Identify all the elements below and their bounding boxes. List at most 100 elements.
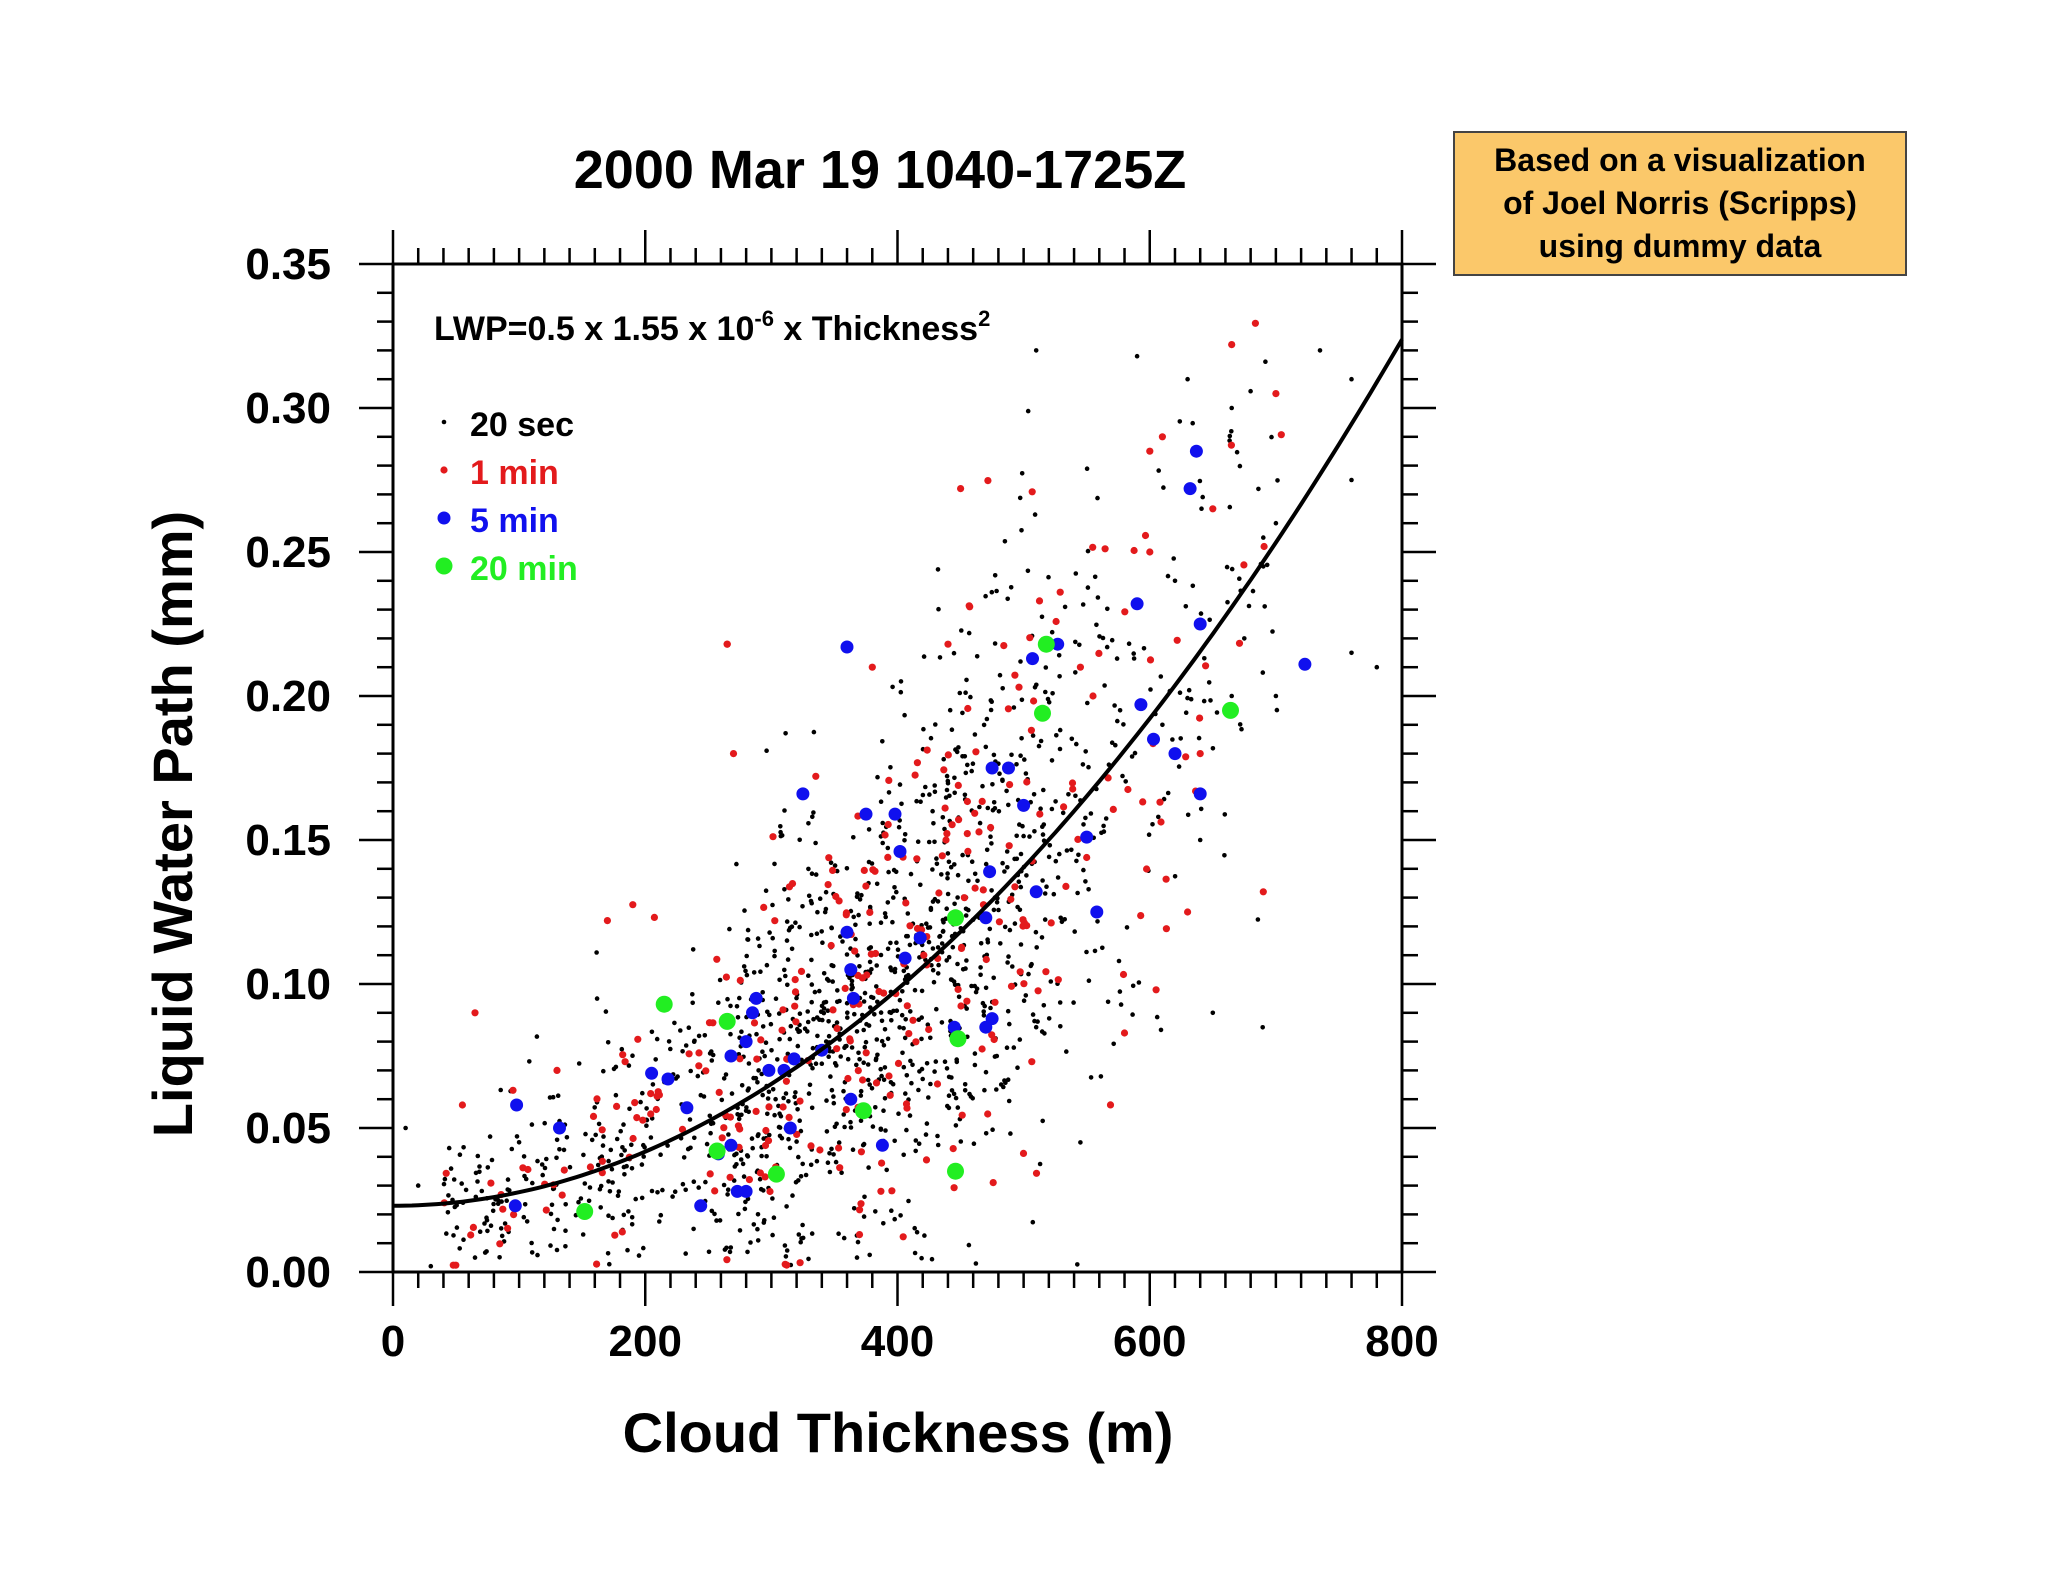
data-point (553, 1121, 566, 1135)
data-point (988, 707, 994, 713)
data-point (681, 1155, 687, 1160)
data-point (806, 1091, 812, 1096)
data-point (578, 1196, 584, 1201)
data-point (749, 991, 763, 1005)
data-point (1196, 735, 1202, 741)
data-point (1017, 907, 1023, 913)
data-point (966, 878, 971, 884)
data-point (943, 916, 949, 921)
data-point (1094, 622, 1099, 628)
data-point (1095, 495, 1100, 501)
data-point (1047, 843, 1053, 848)
data-point (547, 1095, 553, 1100)
data-point (1277, 431, 1285, 439)
data-point (725, 1187, 731, 1192)
data-point (1193, 787, 1207, 801)
data-point (821, 971, 827, 976)
data-point (723, 1256, 731, 1264)
data-point (1101, 545, 1109, 553)
data-point (785, 957, 791, 962)
data-point (1186, 687, 1192, 693)
data-point (817, 988, 822, 994)
data-point (936, 962, 941, 968)
data-point (648, 1135, 654, 1140)
data-point (1056, 588, 1064, 596)
data-point (1010, 964, 1015, 969)
data-point (742, 908, 747, 913)
data-point (1026, 634, 1034, 642)
data-point (890, 684, 895, 690)
data-point (955, 961, 960, 967)
data-point (1019, 528, 1024, 533)
data-point (960, 852, 965, 858)
data-point (1032, 1018, 1037, 1024)
data-point (1084, 466, 1090, 472)
data-point (457, 1246, 463, 1251)
data-point (814, 931, 820, 936)
data-point (820, 940, 825, 945)
data-point (576, 1061, 582, 1066)
data-point (1014, 762, 1019, 767)
data-point (1004, 1045, 1010, 1050)
data-point (1109, 805, 1117, 814)
data-point (880, 840, 885, 846)
data-point (1037, 1161, 1043, 1167)
data-point (920, 951, 928, 959)
data-point (598, 1126, 606, 1134)
data-point (451, 1233, 456, 1238)
data-point (505, 1187, 511, 1192)
data-point (984, 477, 992, 485)
data-point (516, 1140, 522, 1145)
data-point (888, 1187, 896, 1195)
data-point (930, 946, 936, 951)
data-point (567, 1164, 573, 1170)
data-point (734, 861, 739, 867)
data-point (741, 964, 747, 969)
data-point (593, 1260, 601, 1268)
data-point (553, 1066, 561, 1074)
data-point (678, 1125, 687, 1133)
data-point (1121, 608, 1129, 616)
data-point (1027, 834, 1032, 839)
data-point (1198, 611, 1204, 616)
data-point (893, 869, 899, 875)
data-point (923, 1132, 929, 1137)
data-point (621, 1212, 627, 1218)
data-point (979, 1020, 993, 1034)
data-point (1074, 741, 1079, 747)
data-point (551, 1226, 557, 1232)
data-point (1055, 875, 1061, 880)
data-point (739, 1035, 753, 1049)
data-point (823, 999, 829, 1005)
data-point (593, 1132, 598, 1138)
data-point (1019, 736, 1024, 741)
data-point (885, 776, 893, 785)
data-point (954, 781, 962, 790)
data-point (1034, 945, 1039, 950)
data-point (952, 790, 957, 796)
data-point (973, 1261, 979, 1266)
data-point (809, 1231, 815, 1236)
data-point (881, 1108, 886, 1113)
data-point (983, 744, 989, 750)
data-point (1015, 683, 1023, 691)
data-point (881, 1043, 887, 1048)
data-point (686, 1025, 692, 1030)
data-point (521, 1214, 527, 1220)
data-point (764, 1154, 769, 1159)
data-point (949, 1145, 957, 1153)
data-point (946, 859, 952, 865)
data-point (717, 977, 723, 983)
data-point (1156, 814, 1161, 820)
data-point (979, 911, 993, 925)
data-point (927, 792, 932, 797)
data-point (798, 1174, 804, 1179)
data-point (944, 1066, 950, 1071)
data-point (1047, 919, 1055, 927)
data-point (895, 947, 901, 952)
data-point (944, 906, 949, 911)
data-point (840, 939, 845, 944)
data-point (982, 1003, 987, 1009)
data-point (683, 1187, 688, 1193)
data-point (807, 1082, 813, 1088)
